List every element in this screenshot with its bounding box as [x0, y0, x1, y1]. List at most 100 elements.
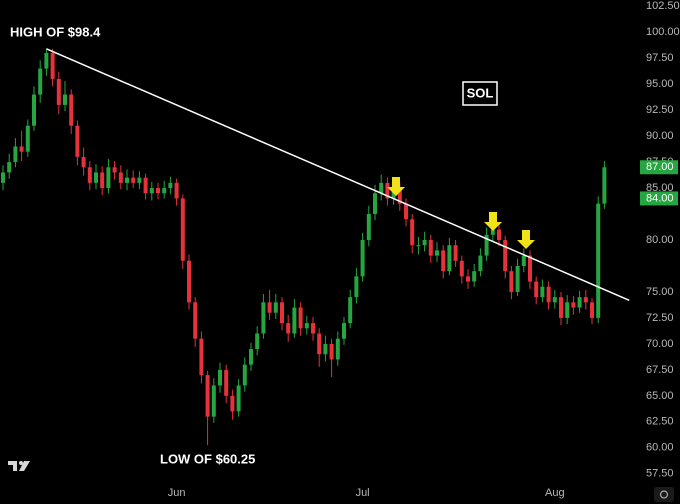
candle-body	[180, 198, 185, 261]
logo	[8, 461, 30, 471]
candle-body	[230, 395, 235, 412]
x-tick-label: Jun	[168, 487, 186, 499]
candle-body	[503, 240, 508, 272]
candle-body	[360, 240, 365, 277]
candle-body	[490, 229, 495, 235]
candle-body	[472, 271, 477, 282]
candle-body	[218, 369, 222, 386]
arrow	[387, 177, 405, 196]
candle-body	[459, 260, 464, 277]
candle-body	[528, 255, 532, 282]
candle-body	[441, 250, 446, 272]
candle-body	[273, 302, 278, 313]
candle-body	[546, 286, 551, 303]
candle-body	[125, 177, 129, 183]
y-tick-label: 67.50	[646, 364, 674, 376]
candle-body	[286, 323, 291, 334]
candle-body	[404, 203, 408, 220]
chart-title: SOL	[467, 85, 494, 100]
y-tick-label: 65.00	[646, 390, 674, 402]
candle-body	[565, 302, 570, 318]
trendline	[46, 48, 630, 301]
candle-body	[137, 177, 142, 183]
candle-body	[509, 271, 514, 292]
candle-body	[63, 94, 67, 105]
candle-body	[211, 385, 216, 417]
candle-body	[348, 297, 353, 324]
y-tick-label: 72.50	[646, 312, 674, 324]
candle-body	[168, 182, 173, 189]
candle-body	[602, 167, 607, 204]
y-tick-label: 85.00	[646, 182, 674, 194]
candle-body	[435, 250, 439, 256]
candle-body	[317, 333, 322, 355]
price-marker	[640, 160, 678, 175]
candle-body	[416, 245, 421, 247]
candle-body	[366, 214, 371, 240]
arrow	[484, 212, 502, 231]
candle-body	[118, 172, 123, 183]
candle-body	[484, 234, 489, 256]
candle-body	[131, 177, 136, 183]
candle-body	[385, 182, 390, 199]
candle-body	[466, 276, 470, 282]
candle-body	[478, 255, 483, 272]
candle-body	[453, 245, 458, 261]
candle-body	[236, 385, 241, 412]
y-tick-label: 70.00	[646, 338, 674, 350]
candle-body	[329, 343, 334, 360]
candle-body	[255, 333, 260, 350]
candle-body	[56, 78, 61, 105]
candle-body	[422, 240, 427, 246]
candle-body	[577, 297, 582, 308]
candle-body	[583, 297, 588, 303]
y-tick-label: 62.50	[646, 416, 674, 428]
candle-body	[379, 182, 384, 194]
y-tick-label: 102.50	[646, 0, 680, 12]
candle-body	[311, 323, 315, 334]
candle-body	[81, 156, 86, 168]
low-annotation: LOW OF $60.25	[160, 451, 255, 466]
candle-body	[515, 265, 520, 292]
candle-body	[100, 172, 105, 189]
y-tick-label: 90.00	[646, 130, 674, 142]
candle-body	[187, 260, 191, 303]
candle-body	[249, 349, 253, 365]
candle-body	[540, 286, 545, 298]
candle-body	[149, 188, 154, 194]
candle-body	[156, 188, 160, 194]
candle-body	[205, 375, 210, 417]
candle-body	[19, 146, 24, 152]
candle-body	[44, 52, 49, 69]
price-marker-label: 87.00	[646, 161, 674, 173]
candle-body	[373, 193, 377, 215]
candle-body	[342, 323, 346, 339]
candle-body	[7, 162, 12, 173]
candle-body	[25, 125, 30, 152]
candle-body	[87, 167, 92, 183]
candle-body	[112, 167, 117, 173]
price-marker-label: 84.00	[646, 192, 674, 204]
candle-body	[242, 364, 247, 386]
high-annotation: HIGH OF $98.4	[10, 24, 101, 39]
candle-body	[335, 338, 340, 360]
candle-body	[410, 219, 415, 246]
candle-body	[559, 297, 563, 318]
candle-body	[354, 276, 359, 298]
y-tick-label: 80.00	[646, 234, 674, 246]
settings-icon[interactable]	[654, 487, 674, 502]
candle-body	[199, 338, 204, 376]
candle-body	[280, 302, 284, 324]
candle-body	[32, 94, 36, 126]
candle-body	[298, 307, 303, 329]
candle-body	[292, 307, 297, 334]
x-tick-label: Jul	[356, 487, 370, 499]
candle-body	[162, 188, 167, 194]
candle-body	[447, 245, 452, 272]
candle-body	[174, 182, 179, 199]
title-box	[462, 81, 498, 106]
candle-body	[497, 229, 501, 240]
